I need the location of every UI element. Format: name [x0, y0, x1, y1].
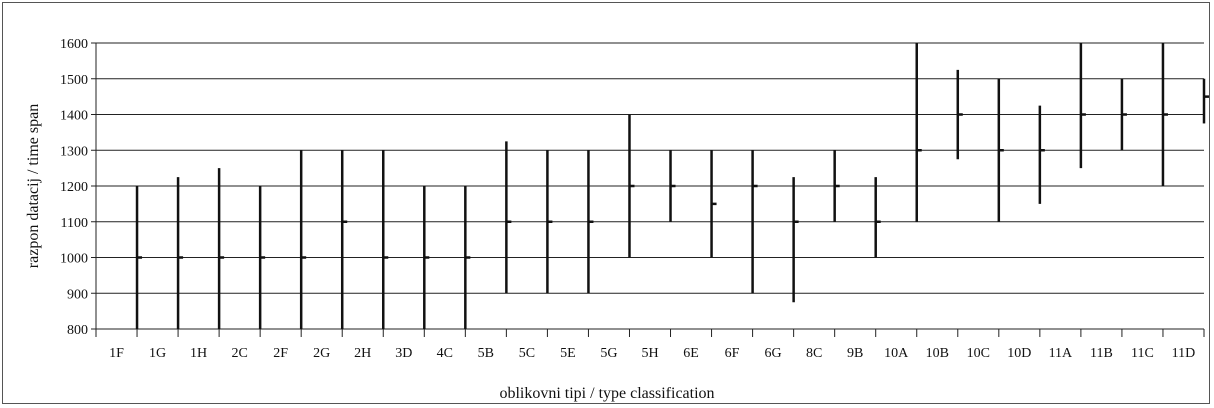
x-tick-label-6E: 6E	[683, 346, 699, 361]
x-tick-label-2F: 2F	[273, 346, 288, 361]
x-axis: 1F 1G 1H 2C 2F 2G 2H 3D 4C 5B 5C 5E 5G 5H 6E 6F 6G 8C 9B 10…	[95, 329, 1205, 361]
y-tick-label-1400: 1400	[60, 109, 88, 124]
x-tick-label-11B: 11B	[1090, 346, 1113, 361]
y-tick-label-1100: 1100	[61, 216, 88, 231]
y-tick-label-1200: 1200	[60, 180, 88, 195]
x-tick-label-8C: 8C	[806, 346, 822, 361]
x-tick-label-11C: 11C	[1131, 346, 1154, 361]
y-tick-label-900: 900	[67, 287, 88, 302]
y-axis-title: razpon datacij / time span	[25, 104, 42, 268]
x-tick-label-11A: 11A	[1049, 346, 1073, 361]
x-tick-label-10D: 10D	[1007, 346, 1031, 361]
x-tick-label-1F: 1F	[109, 346, 124, 361]
range-marks	[135, 43, 1209, 329]
y-tick-label-1500: 1500	[60, 73, 88, 88]
x-tick-label-1H: 1H	[190, 346, 207, 361]
y-tick-label-1600: 1600	[60, 37, 88, 52]
x-tick-label-5E: 5E	[560, 346, 576, 361]
gridlines	[96, 42, 1204, 330]
x-tick-label-11D: 11D	[1172, 346, 1196, 361]
x-tick-label-6G: 6G	[765, 346, 782, 361]
x-tick-label-10C: 10C	[967, 346, 990, 361]
y-tick-label-1300: 1300	[60, 144, 88, 159]
x-tick-label-1G: 1G	[149, 346, 166, 361]
y-axis: 800 900 1000 1100 1200 1300 1400 1500 1600	[60, 37, 97, 338]
x-tick-label-10A: 10A	[884, 346, 909, 361]
y-tick-label-800: 800	[67, 323, 88, 338]
x-tick-label-10B: 10B	[926, 346, 949, 361]
y-tick-label-1000: 1000	[60, 252, 88, 267]
x-tick-label-2C: 2C	[231, 346, 247, 361]
x-tick-label-5G: 5G	[600, 346, 617, 361]
x-tick-label-2H: 2H	[354, 346, 371, 361]
x-tick-label-9B: 9B	[847, 346, 863, 361]
x-tick-label-5C: 5C	[519, 346, 535, 361]
x-tick-label-3D: 3D	[395, 346, 412, 361]
x-tick-label-6F: 6F	[725, 346, 740, 361]
x-tick-label-5H: 5H	[641, 346, 658, 361]
x-tick-label-2G: 2G	[313, 346, 330, 361]
x-tick-label-5B: 5B	[478, 346, 494, 361]
x-axis-title: oblikovni tipi / type classification	[499, 385, 714, 402]
x-tick-label-4C: 4C	[437, 346, 453, 361]
